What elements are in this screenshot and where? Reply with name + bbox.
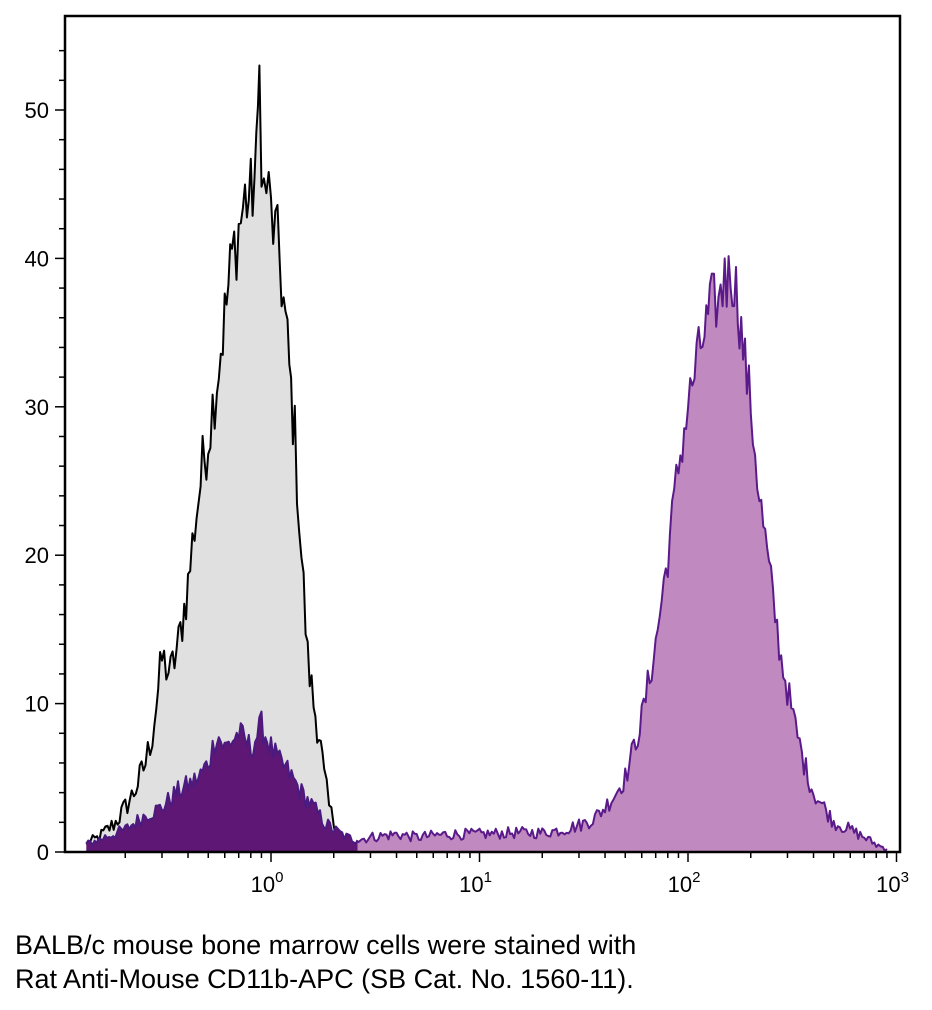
y-tick-label: 50 bbox=[25, 98, 49, 123]
caption-line-1: BALB/c mouse bone marrow cells were stai… bbox=[15, 930, 637, 960]
y-tick-label: 0 bbox=[37, 840, 49, 865]
isotype-control-histogram bbox=[85, 64, 351, 853]
y-tick-label: 30 bbox=[25, 395, 49, 420]
cd11b-positive-histogram bbox=[356, 255, 888, 853]
tick-labels: 0 10 20 30 40 50 100 101 102 103 bbox=[25, 98, 909, 897]
x-tick-label: 102 bbox=[668, 869, 701, 897]
x-tick-label: 103 bbox=[876, 869, 909, 897]
series-area bbox=[86, 65, 351, 852]
y-tick-label: 40 bbox=[25, 246, 49, 271]
series-line bbox=[85, 64, 351, 853]
y-tick-label: 20 bbox=[25, 543, 49, 568]
series-line bbox=[356, 255, 888, 852]
x-tick-label: 101 bbox=[459, 869, 492, 897]
figure-caption: BALB/c mouse bone marrow cells were stai… bbox=[15, 928, 920, 996]
series-line bbox=[85, 710, 359, 847]
x-tick-label: 100 bbox=[251, 869, 284, 897]
plot-frame bbox=[63, 14, 902, 854]
series-layer bbox=[85, 64, 888, 853]
caption-line-2: Rat Anti-Mouse CD11b-APC (SB Cat. No. 15… bbox=[15, 964, 634, 994]
y-tick-label: 10 bbox=[25, 692, 49, 717]
low-stained-population bbox=[85, 710, 359, 852]
axes-layer bbox=[55, 14, 902, 862]
series-area bbox=[357, 256, 887, 853]
